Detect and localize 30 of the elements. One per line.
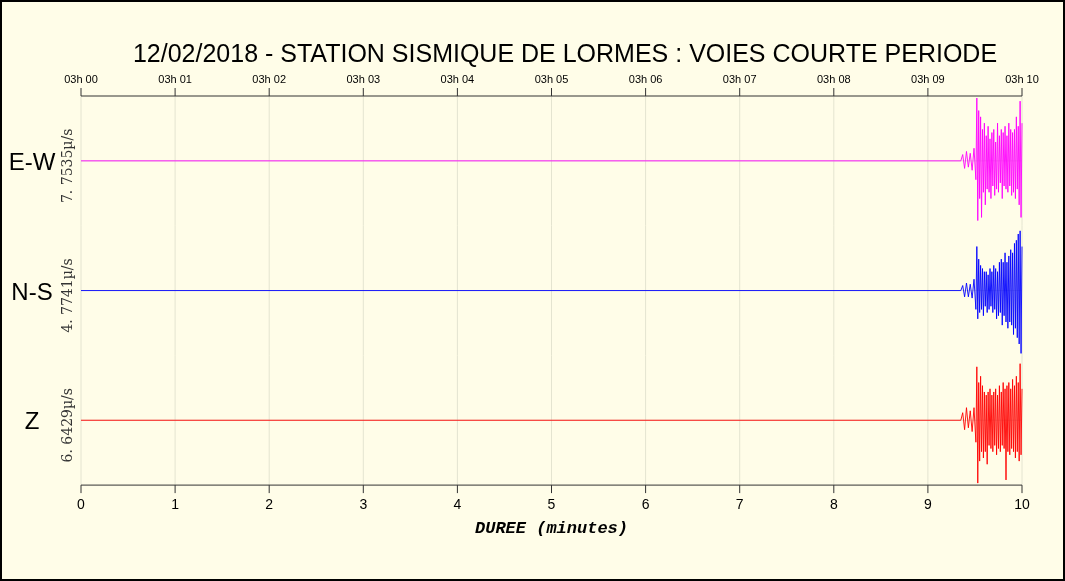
x2-tick-label: 03h 04: [440, 73, 475, 85]
x-tick-label: 7: [735, 496, 744, 513]
x-tick-label: 2: [265, 496, 274, 513]
text: 6. 6429µ/s: [59, 388, 75, 463]
x-tick-label: 4: [453, 496, 462, 513]
chart-title: 12/02/2018 - STATION SISMIQUE DE LORMES : VOIES COURTE PERIODE: [132, 39, 998, 67]
x2-tick-label: 03h 03: [346, 73, 381, 85]
x2-tick-label: 03h 00: [64, 73, 98, 85]
x2-tick-label: 03h 08: [816, 73, 851, 85]
y-axis-title: E-W: [8, 147, 56, 175]
x-tick-label: 8: [829, 496, 838, 513]
x-tick-label: 0: [77, 496, 86, 513]
x-axis-title: DUREE (minutes): [474, 519, 629, 539]
x2-tick-label: 03h 10: [1005, 73, 1039, 85]
x-tick-label: 3: [359, 496, 368, 513]
text: 4. 7741µ/s: [59, 258, 75, 333]
x2-tick-label: 03h 05: [534, 73, 569, 85]
x2-tick-label: 03h 01: [158, 73, 192, 85]
y-axis-title: N-S: [11, 277, 53, 305]
x-tick-label: 9: [924, 496, 932, 513]
x-tick-label: 1: [171, 496, 180, 513]
y-axis-title: Z: [24, 407, 40, 435]
text: 7. 7535µ/s: [59, 128, 75, 204]
x2-tick-label: 03h 02: [252, 73, 287, 85]
x-tick-label: 5: [547, 496, 556, 513]
x2-tick-label: 03h 07: [722, 73, 757, 85]
x2-tick-label: 03h 09: [911, 73, 945, 85]
x-tick-label: 10: [1014, 496, 1030, 513]
x-tick-label: 6: [641, 496, 650, 513]
x2-tick-label: 03h 06: [628, 73, 663, 85]
